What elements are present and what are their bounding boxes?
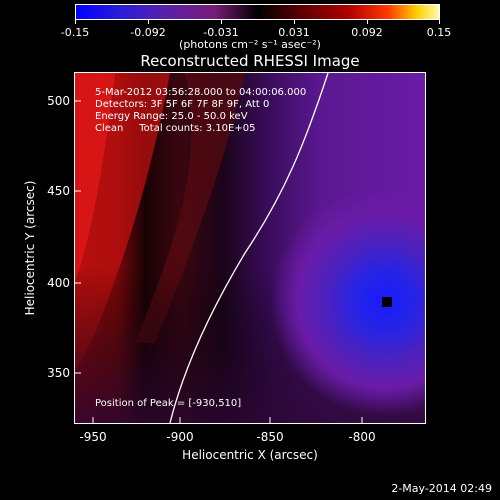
x-axis-title: Heliocentric X (arcsec) [182, 448, 318, 462]
colorbar-tick-label: 0.092 [351, 26, 383, 39]
annotation-energy: Energy Range: 25.0 - 50.0 keV [95, 111, 248, 122]
colorbar-tick [75, 20, 76, 24]
x-tick-label: -800 [348, 430, 376, 444]
colorbar-tick [148, 20, 149, 24]
annotation-clean: Clean Total counts: 3.10E+05 [95, 123, 256, 134]
peak-marker [382, 297, 392, 307]
image-plot-area: 5-Mar-2012 03:56:28.000 to 04:00:06.000 … [74, 72, 426, 424]
colorbar-tick-label: -0.092 [130, 26, 166, 39]
plot-title: Reconstructed RHESSI Image [140, 52, 360, 70]
x-tick-label: -900 [166, 430, 194, 444]
solar-limb-line [169, 73, 329, 423]
colorbar-tick-label: 0.031 [278, 26, 310, 39]
annotation-detectors: Detectors: 3F 5F 6F 7F 8F 9F, Att 0 [95, 99, 270, 110]
colorbar-tick-label: -0.031 [203, 26, 239, 39]
x-tick-label: -950 [79, 430, 107, 444]
colorbar-unit-label: (photons cm⁻² s⁻¹ asec⁻²) [179, 38, 321, 51]
colorbar-tick [294, 20, 295, 24]
y-tick-label: 400 [47, 276, 70, 290]
timestamp: 2-May-2014 02:49 [391, 482, 492, 495]
y-tick-label: 350 [47, 366, 70, 380]
y-tick-label: 450 [47, 184, 70, 198]
x-tick-label: -850 [256, 430, 284, 444]
annotation-time: 5-Mar-2012 03:56:28.000 to 04:00:06.000 [95, 87, 307, 98]
y-axis-title: Heliocentric Y (arcsec) [23, 180, 37, 316]
colorbar-tick [439, 20, 440, 24]
colorbar-tick-label: 0.15 [426, 26, 452, 39]
colorbar-tick [221, 20, 222, 24]
colorbar-tick-label: -0.15 [60, 26, 90, 39]
colorbar [75, 4, 440, 20]
colorbar-tick [367, 20, 368, 24]
rhessi-image [75, 73, 425, 423]
annotation-peak: Position of Peak = [-930,510] [95, 398, 242, 409]
y-tick-label: 500 [47, 94, 70, 108]
